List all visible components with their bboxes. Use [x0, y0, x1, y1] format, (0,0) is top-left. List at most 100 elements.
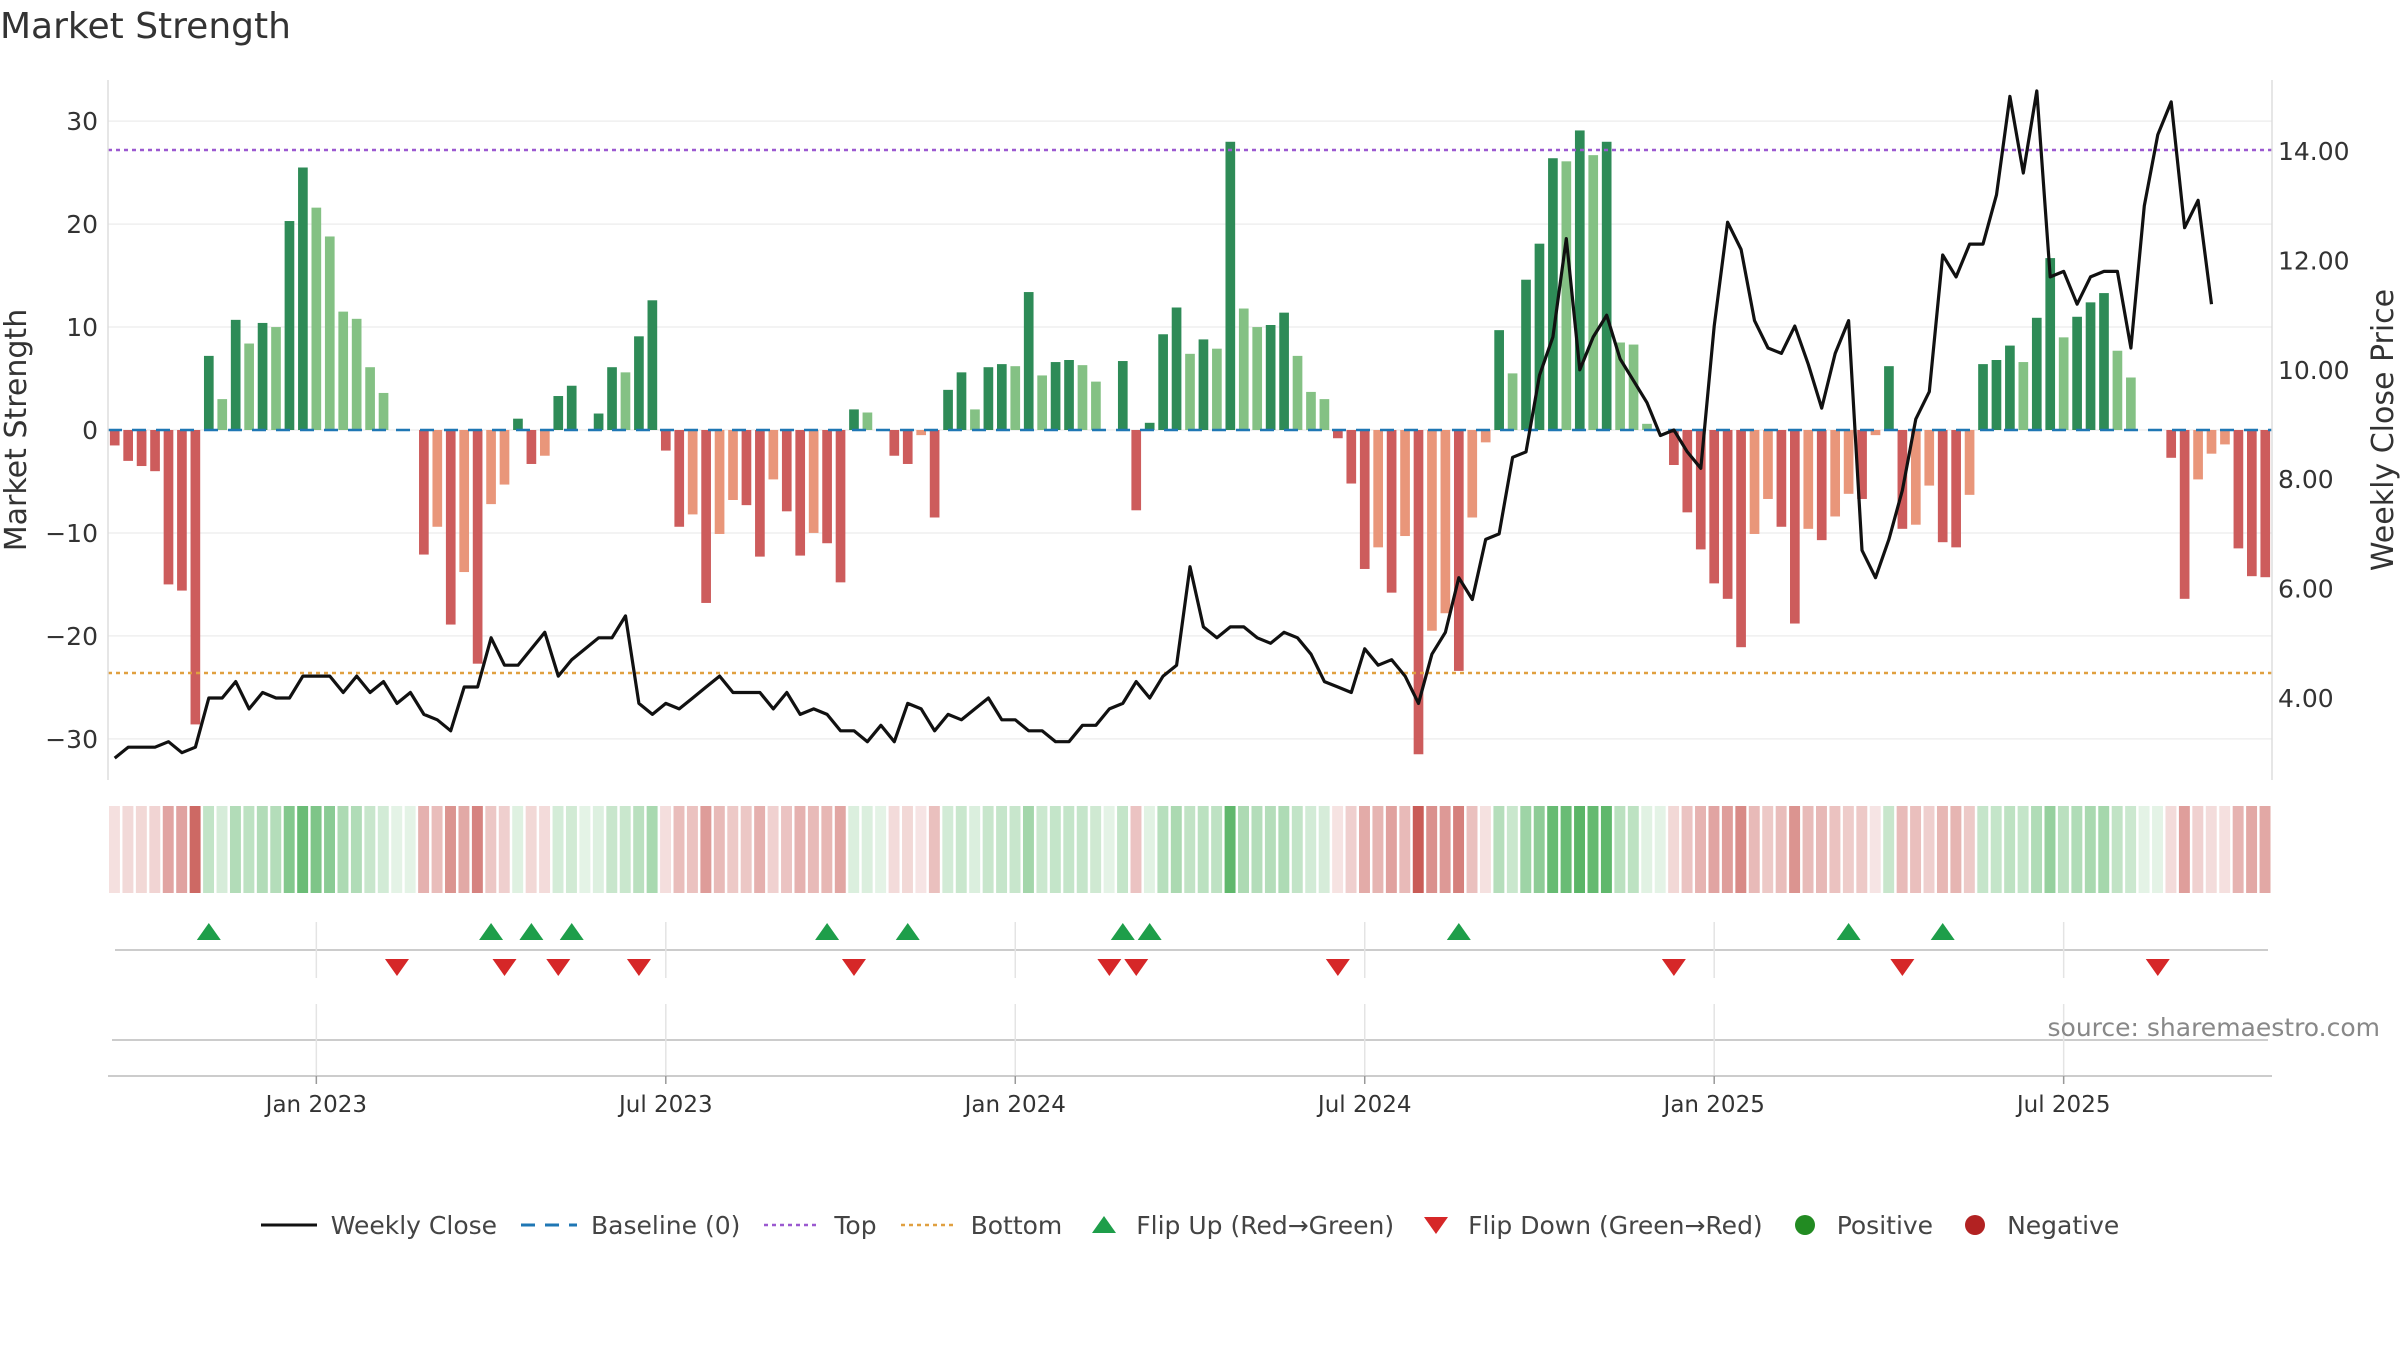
dotted-line-swatch-icon [900, 1223, 957, 1227]
strength-bar [1319, 399, 1330, 430]
strength-bar [1910, 430, 1921, 525]
heat-cell [915, 806, 927, 893]
left-tick-label: 30 [66, 107, 98, 136]
heat-cell [135, 806, 147, 893]
strength-bar [593, 413, 604, 430]
strength-bar [1023, 292, 1034, 430]
strength-bar [1050, 362, 1061, 430]
heat-cell [579, 806, 591, 893]
heat-cell [512, 806, 524, 893]
strength-bar [755, 430, 765, 557]
strength-bar [1736, 430, 1746, 648]
right-tick-label: 8.00 [2278, 465, 2334, 494]
legend-negative[interactable]: Negative [1955, 1211, 2119, 1240]
heat-cell [162, 806, 174, 893]
empty-panel [112, 1004, 2268, 1076]
strength-bar [687, 430, 698, 515]
strength-bar [916, 430, 927, 436]
strength-bar [1265, 325, 1276, 430]
strength-bar [607, 367, 617, 430]
heat-cell [1775, 806, 1787, 893]
flip-up-marker [1110, 923, 1135, 940]
legend-flip-down[interactable]: Flip Down (Green→Red) [1416, 1211, 1763, 1240]
heat-cell [539, 806, 551, 893]
strength-bar [459, 430, 470, 573]
heat-cell [216, 806, 228, 893]
heat-cell [1291, 806, 1303, 893]
heat-cell [1762, 806, 1774, 893]
strength-bar [1534, 243, 1545, 430]
legend-bottom[interactable]: Bottom [899, 1211, 1062, 1240]
heat-cell [1708, 806, 1720, 893]
strength-bar [795, 430, 806, 556]
strength-bar [1695, 430, 1706, 550]
heat-cell [1049, 806, 1061, 893]
strength-bar [1212, 348, 1222, 430]
heat-cell [1372, 806, 1384, 893]
heat-cell [2178, 806, 2190, 893]
heat-cell [1264, 806, 1276, 893]
heat-cell [498, 806, 510, 893]
legend-label: Weekly Close [330, 1210, 498, 1240]
heat-cell [377, 806, 389, 893]
heat-cell [2057, 806, 2069, 893]
strength-bar [271, 327, 281, 430]
heat-cell [1170, 806, 1182, 893]
strength-bar [1292, 355, 1303, 430]
heat-cell [646, 806, 658, 893]
heat-cell [1560, 806, 1572, 893]
strength-bar [1198, 339, 1209, 430]
heat-cell [1977, 806, 1989, 893]
strength-bar [1709, 430, 1720, 584]
source-note: source: sharemaestro.com [2047, 1013, 2381, 1042]
heat-cell [525, 806, 537, 893]
left-tick-label: −20 [45, 622, 98, 651]
strength-bar [2005, 345, 2015, 430]
strength-bar [1857, 430, 1867, 499]
heat-cell [754, 806, 766, 893]
strength-bar [2233, 430, 2244, 549]
strength-bar [2058, 337, 2069, 430]
legend-weekly-close[interactable]: Weekly Close [259, 1211, 497, 1240]
strength-bar [1252, 327, 1263, 430]
heat-cell [848, 806, 860, 893]
heat-cell [660, 806, 672, 893]
strength-bar [298, 167, 308, 430]
strength-bar [996, 364, 1007, 430]
strength-bar [338, 311, 349, 430]
heat-cell [1789, 806, 1801, 893]
heat-cell [1520, 806, 1532, 893]
reference-lines [108, 148, 2272, 675]
strength-bar [230, 319, 241, 430]
strength-bar [1642, 423, 1652, 430]
legend-positive[interactable]: Positive [1785, 1211, 1933, 1240]
strength-bar [956, 372, 967, 430]
heat-cell [781, 806, 792, 893]
strength-bar [1978, 364, 1988, 430]
heat-cell [1923, 806, 1935, 893]
flip-markers-panel [115, 922, 2268, 978]
heat-cell [942, 806, 954, 893]
heat-cell [1963, 806, 1975, 893]
x-tick-label: Jul 2023 [617, 1092, 713, 1118]
strength-bar [1991, 360, 2002, 430]
x-tick-label: Jan 2025 [1662, 1092, 1765, 1118]
legend-label: Baseline (0) [591, 1210, 741, 1240]
y-axis-label: Market Strength [0, 309, 34, 551]
strength-bar [2246, 430, 2257, 577]
strength-bar [1561, 161, 1572, 430]
strength-bar [177, 430, 187, 591]
heat-cell [1600, 806, 1612, 893]
heat-cell [1681, 806, 1693, 893]
x-tick-label: Jul 2024 [1316, 1092, 1412, 1118]
legend-top[interactable]: Top [762, 1211, 877, 1240]
heat-cell [1506, 806, 1518, 893]
legend-flip-up[interactable]: Flip Up (Red→Green) [1084, 1211, 1394, 1240]
strength-bar [1884, 366, 1894, 430]
strength-bar [1037, 375, 1047, 430]
right-axis: 14.00 12.00 10.00 8.00 6.00 4.00 Weekly Close … [2271, 80, 2400, 780]
heat-cell [1184, 806, 1196, 893]
legend-baseline[interactable]: Baseline (0) [519, 1211, 740, 1240]
strength-bar [1574, 130, 1585, 431]
